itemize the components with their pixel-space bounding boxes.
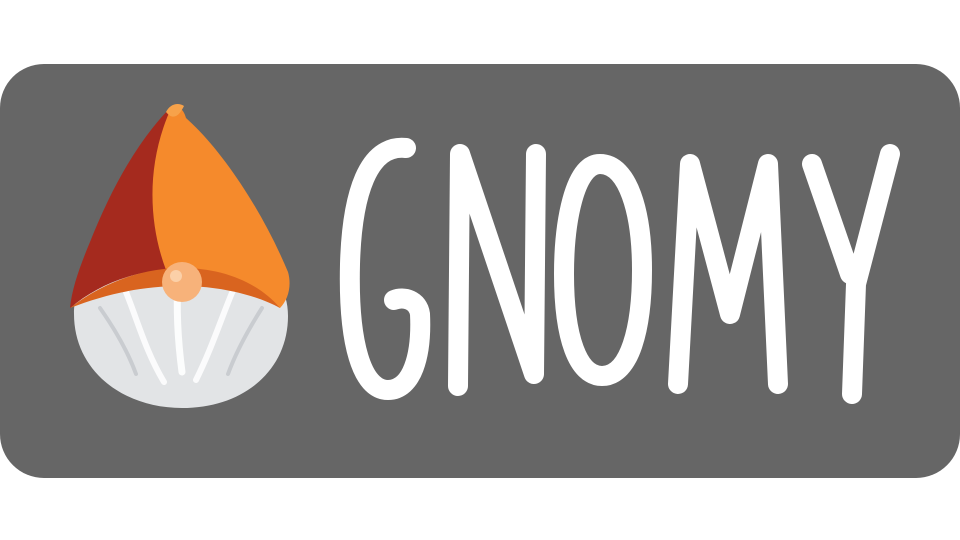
gnome-icon <box>66 102 296 412</box>
logo-banner: GNOMY <box>0 64 960 478</box>
brand-wordmark: GNOMY <box>338 124 938 414</box>
